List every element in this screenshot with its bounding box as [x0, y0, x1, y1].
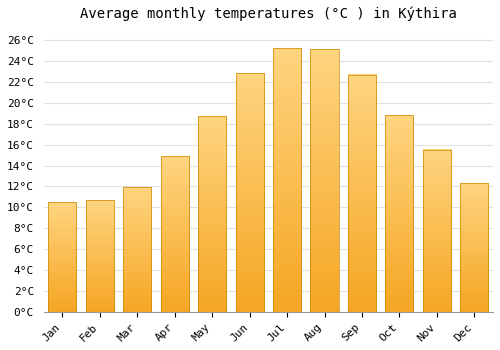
Bar	[386, 115, 413, 312]
Bar	[198, 116, 226, 312]
Bar	[123, 188, 152, 312]
Bar	[86, 200, 114, 312]
Bar	[310, 49, 338, 312]
Bar	[48, 202, 76, 312]
Bar	[273, 48, 301, 312]
Bar	[460, 183, 488, 312]
Bar	[348, 75, 376, 312]
Bar	[160, 156, 189, 312]
Bar	[423, 150, 451, 312]
Bar	[236, 74, 264, 312]
Title: Average monthly temperatures (°C ) in Kýthira: Average monthly temperatures (°C ) in Ký…	[80, 7, 457, 21]
